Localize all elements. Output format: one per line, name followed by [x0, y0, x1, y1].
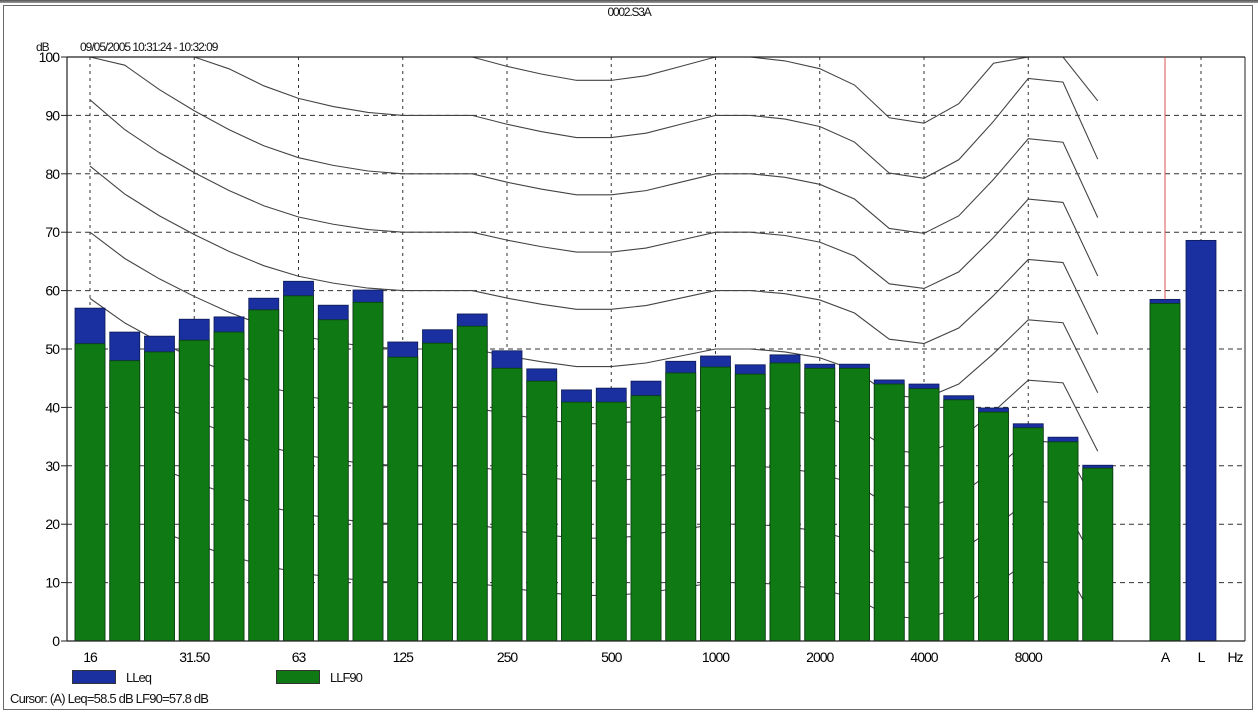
- reference-curve: [159, 530, 1099, 627]
- y-tick-label: 60: [45, 283, 60, 299]
- y-tick-label: 50: [45, 341, 60, 357]
- bar-lf90: [665, 372, 697, 642]
- bar-lf90: [283, 295, 314, 642]
- top-rule: [0, 0, 1258, 3]
- x-tick-label: 8000: [1015, 649, 1043, 665]
- cursor-readout: Cursor: (A) Leq=58.5 dB LF90=57.8 dB: [10, 691, 209, 706]
- x-tick-label: 250: [497, 649, 519, 665]
- legend-label-lf90: LLF90: [330, 669, 363, 685]
- bar-lf90: [1082, 467, 1114, 642]
- bar-lf90: [213, 331, 245, 642]
- bar-lf90: [109, 360, 141, 642]
- reference-curve: [89, 99, 1099, 290]
- bar-lf90: [491, 367, 523, 642]
- legend-item-leq: LLeq: [72, 669, 152, 685]
- x-tick-label: 125: [393, 649, 415, 665]
- file-title: 0002.S3A: [607, 5, 651, 19]
- bar-lf90: [456, 325, 488, 642]
- bar-lf90: [700, 366, 731, 642]
- y-tick-label: 20: [45, 516, 60, 532]
- y-unit-label: dB: [36, 40, 50, 54]
- date-range: 09/05/2005 10:31:24 - 10:32:09: [80, 40, 218, 54]
- y-tick-label: 10: [45, 575, 60, 591]
- bar-lf90: [1047, 441, 1079, 642]
- bar-lf90: [804, 367, 836, 642]
- bar-leq: [1185, 239, 1217, 642]
- x-tick-label: 31.50: [179, 649, 210, 665]
- bar-lf90: [561, 401, 592, 642]
- x-tick-label: 63: [292, 649, 307, 665]
- bar-lf90: [387, 356, 419, 642]
- y-tick-label: 80: [45, 166, 60, 182]
- bar-lf90: [352, 301, 384, 642]
- x-tick-label: A: [1161, 649, 1171, 665]
- reference-curve: [159, 467, 1099, 569]
- legend-label-leq: LLeq: [126, 669, 152, 685]
- reference-curve: [159, 404, 1099, 510]
- reference-curve: [90, 56, 1099, 124]
- bar-lf90: [178, 339, 210, 642]
- bar-lf90: [908, 388, 940, 642]
- x-tick-label: 500: [601, 649, 623, 665]
- bar-lf90: [769, 362, 801, 642]
- bar-lf90: [630, 395, 662, 642]
- bars: [74, 239, 1217, 642]
- bar-lf90: [422, 342, 453, 642]
- y-tick-label: 30: [45, 458, 60, 474]
- y-tick-label: 90: [45, 107, 60, 123]
- reference-curve: [89, 56, 1099, 234]
- bar-lf90: [317, 319, 349, 642]
- y-tick-label: 100: [39, 49, 61, 65]
- bar-lf90: [1012, 427, 1044, 642]
- bar-lf90: [839, 367, 870, 642]
- axes: 0 10 20 30 40 50 60 70 80 90 100 16 31.50 63 125 250 500…: [39, 49, 1246, 665]
- reference-curve: [90, 56, 1099, 179]
- bar-lf90: [248, 309, 280, 642]
- reference-curve: [89, 165, 1099, 345]
- bar-lf90: [1149, 303, 1181, 642]
- y-tick-label: 70: [45, 224, 60, 240]
- bar-lf90: [873, 383, 905, 642]
- x-tick-label: L: [1198, 649, 1206, 665]
- chart-frame: [3, 5, 1253, 710]
- bar-lf90: [144, 351, 175, 642]
- y-tick-label: 0: [52, 633, 60, 649]
- bar-lf90: [978, 411, 1009, 642]
- legend-swatch-lf90: [276, 670, 320, 684]
- bar-lf90: [74, 343, 106, 642]
- x-tick-label: 4000: [910, 649, 938, 665]
- x-tick-label: Hz: [1227, 649, 1243, 665]
- y-tick-label: 40: [45, 399, 60, 415]
- x-tick-label: 1000: [702, 649, 730, 665]
- legend-swatch-leq: [72, 670, 116, 684]
- legend-item-lf90: LLF90: [276, 669, 363, 685]
- x-tick-label: 2000: [806, 649, 834, 665]
- bar-lf90: [734, 373, 766, 642]
- bar-lf90: [943, 399, 975, 642]
- bar-lf90: [526, 380, 558, 642]
- x-tick-label: 16: [83, 649, 98, 665]
- bar-lf90: [595, 401, 627, 642]
